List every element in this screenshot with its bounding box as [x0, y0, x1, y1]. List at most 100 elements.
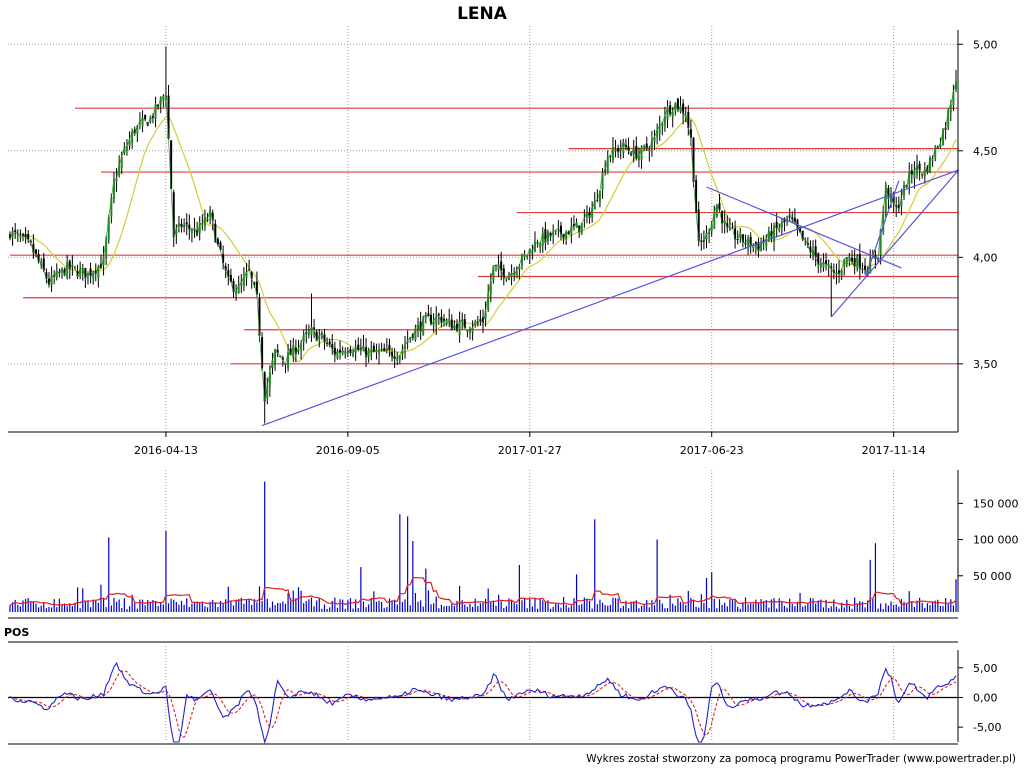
candle-body	[37, 253, 40, 262]
candle-body	[736, 239, 739, 241]
candle-body	[536, 243, 539, 245]
candle-body	[66, 261, 69, 278]
candle-body	[554, 230, 557, 232]
candle-body	[598, 190, 601, 203]
oscillator-panel: POS 5,00 0,00 -5,00	[4, 626, 1001, 745]
candle-body	[734, 228, 737, 240]
candle-body	[42, 258, 45, 271]
candle-body	[263, 372, 266, 402]
candle-body	[339, 349, 342, 353]
candle-body	[687, 111, 690, 128]
candle-body	[939, 143, 942, 148]
candle-body	[799, 227, 802, 232]
candle-body	[796, 219, 799, 229]
candle-body	[144, 114, 147, 120]
date-axis: 2016-04-13 2016-09-05 2017-01-27 2017-06-23…	[8, 431, 958, 457]
candle-body	[289, 348, 292, 356]
candle-body	[123, 147, 126, 154]
candle-body	[487, 293, 490, 310]
candle-body	[14, 230, 17, 233]
candle-body	[435, 316, 438, 325]
candle-body	[445, 320, 448, 325]
candle-body	[882, 210, 885, 232]
candle-body	[887, 187, 890, 199]
candle-body	[838, 270, 841, 274]
candle-body	[167, 95, 170, 139]
trendline	[830, 169, 960, 318]
candle-body	[79, 268, 82, 277]
candle-body	[162, 96, 165, 102]
candle-body	[952, 92, 955, 106]
candle-body	[666, 107, 669, 120]
candle-body	[300, 343, 303, 351]
candle-body	[396, 358, 399, 361]
candle-body	[775, 221, 778, 229]
candle-body	[682, 103, 685, 114]
candle-body	[674, 102, 677, 112]
price-grid	[8, 26, 958, 432]
candle-body	[63, 269, 66, 276]
candle-body	[913, 171, 916, 179]
candle-body	[624, 144, 627, 148]
candle-body	[440, 316, 443, 324]
candle-body	[149, 117, 152, 123]
candle-body	[227, 270, 230, 278]
oscillator-signal-line	[9, 670, 957, 738]
candle-body	[864, 266, 867, 271]
candle-body	[853, 257, 856, 267]
candle-body	[370, 349, 373, 353]
candle-body	[328, 341, 331, 345]
candle-body	[430, 315, 433, 325]
candle-body	[24, 234, 27, 238]
candle-body	[84, 267, 87, 279]
candle-body	[34, 249, 37, 255]
candle-body	[895, 205, 898, 207]
candle-body	[294, 347, 297, 355]
candle-body	[427, 313, 430, 317]
candle-body	[463, 318, 466, 329]
candle-body	[770, 231, 773, 240]
candle-body	[890, 193, 893, 202]
candle-body	[518, 265, 521, 270]
candle-body	[546, 231, 549, 241]
candle-body	[133, 129, 136, 134]
candle-body	[710, 224, 713, 232]
candle-body	[40, 262, 43, 266]
volume-bars	[9, 481, 957, 612]
candle-body	[11, 230, 14, 238]
candle-body	[523, 254, 526, 258]
candle-body	[68, 260, 71, 270]
candle-body	[81, 267, 84, 272]
candle-body	[170, 140, 173, 189]
candle-body	[923, 169, 926, 177]
candle-body	[180, 223, 183, 228]
candle-body	[918, 163, 921, 171]
candle-body	[892, 192, 895, 204]
candle-body	[422, 317, 425, 336]
oscillator-tick-label: 5,00	[973, 662, 998, 675]
candle-body	[383, 348, 386, 352]
candle-body	[955, 81, 957, 90]
candle-body	[606, 157, 609, 174]
candle-body	[203, 216, 206, 227]
candle-body	[819, 264, 822, 268]
candle-body	[128, 139, 131, 147]
candle-body	[159, 97, 162, 104]
candle-body	[575, 222, 578, 228]
candle-body	[713, 212, 716, 229]
candle-body	[333, 347, 336, 356]
trendlines	[261, 169, 960, 427]
candle-body	[507, 276, 510, 281]
candle-body	[830, 266, 833, 269]
candle-body	[489, 281, 492, 295]
candle-body	[622, 141, 625, 153]
candle-body	[757, 242, 760, 252]
candle-body	[502, 268, 505, 278]
candle-body	[840, 269, 843, 277]
candle-body	[861, 268, 864, 270]
candle-body	[349, 349, 352, 353]
volume-panel: 50 000 100 000 150 000	[8, 470, 1019, 619]
candle-body	[679, 106, 682, 112]
candle-body	[365, 347, 368, 358]
candle-body	[645, 143, 648, 149]
